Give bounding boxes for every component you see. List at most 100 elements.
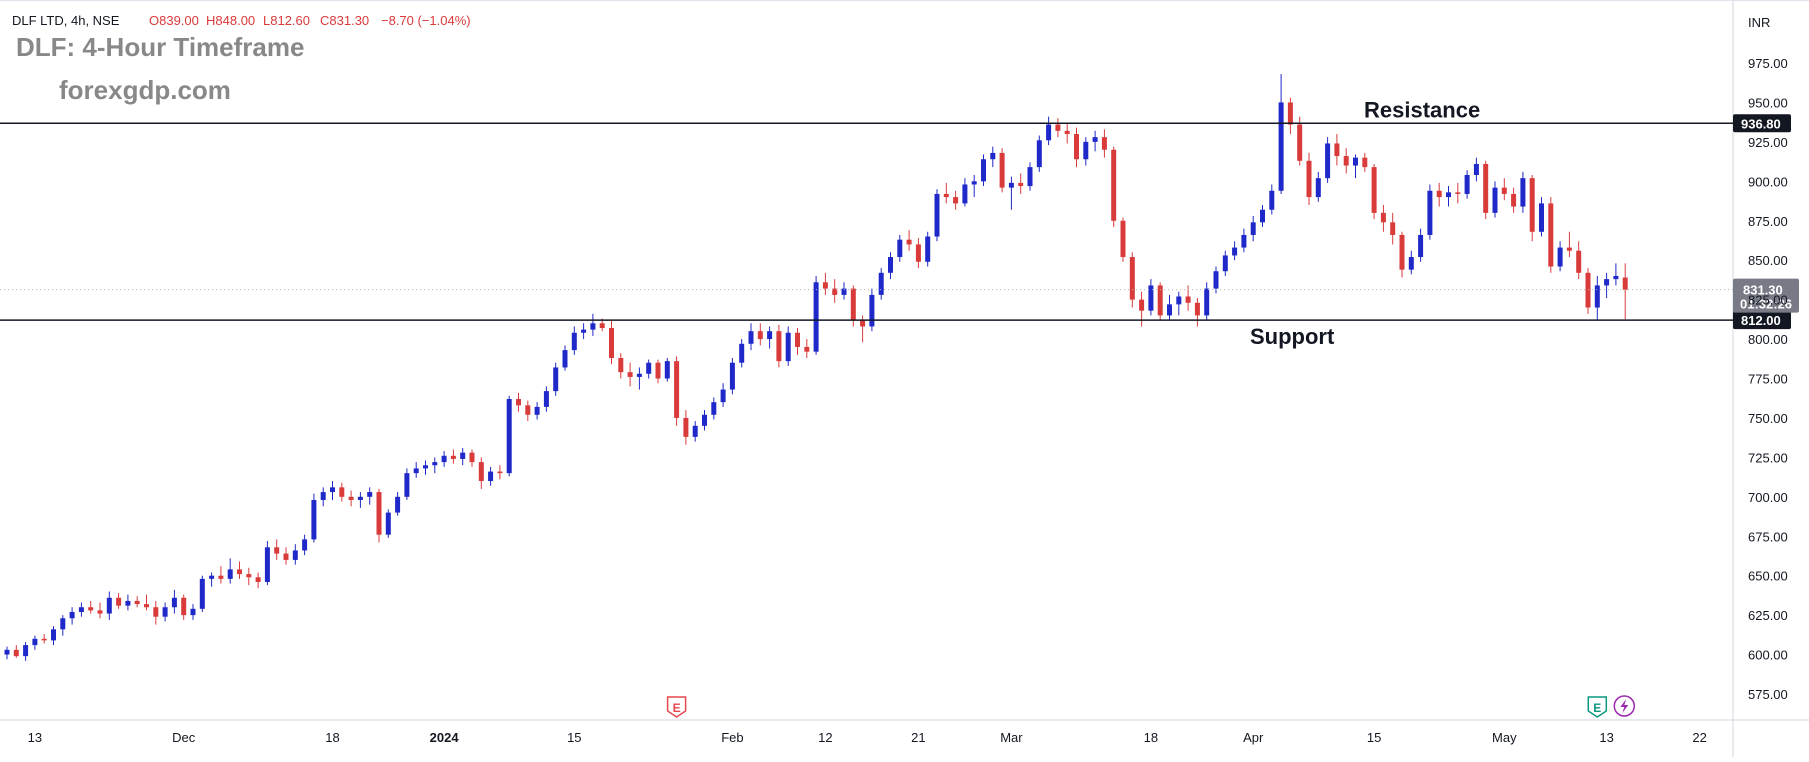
- earnings-icon[interactable]: E: [1587, 696, 1608, 718]
- candle[interactable]: [757, 323, 763, 346]
- candle[interactable]: [302, 534, 308, 556]
- candle[interactable]: [711, 397, 717, 420]
- candle[interactable]: [348, 490, 354, 507]
- candle[interactable]: [460, 447, 466, 466]
- candle[interactable]: [534, 402, 540, 420]
- candle[interactable]: [822, 272, 828, 295]
- candle[interactable]: [1129, 252, 1135, 308]
- candle[interactable]: [897, 234, 903, 262]
- candle[interactable]: [1371, 163, 1377, 220]
- candle[interactable]: [1167, 294, 1172, 321]
- candle[interactable]: [1269, 184, 1275, 215]
- candle[interactable]: [385, 509, 391, 538]
- candle[interactable]: [32, 635, 38, 650]
- candle[interactable]: [981, 154, 986, 187]
- candle[interactable]: [1520, 171, 1526, 213]
- candle[interactable]: [1362, 152, 1368, 172]
- candle[interactable]: [1278, 74, 1284, 194]
- candle[interactable]: [1390, 212, 1396, 245]
- candle[interactable]: [478, 457, 484, 489]
- candle[interactable]: [190, 604, 196, 620]
- candle[interactable]: [171, 589, 177, 614]
- candle[interactable]: [655, 359, 661, 384]
- candle[interactable]: [869, 288, 875, 332]
- candle[interactable]: [283, 547, 289, 565]
- candle[interactable]: [1455, 182, 1461, 204]
- candle[interactable]: [339, 482, 345, 502]
- candle[interactable]: [376, 488, 382, 543]
- candle[interactable]: [1399, 231, 1405, 278]
- candle[interactable]: [906, 230, 912, 251]
- candle[interactable]: [218, 566, 224, 584]
- candle[interactable]: [1436, 182, 1442, 207]
- candle[interactable]: [590, 313, 596, 336]
- candle[interactable]: [1241, 228, 1247, 253]
- candle[interactable]: [1036, 135, 1042, 172]
- candle[interactable]: [571, 326, 577, 355]
- candle[interactable]: [1018, 173, 1024, 194]
- candle[interactable]: [134, 596, 140, 608]
- candle[interactable]: [1408, 250, 1414, 275]
- candle[interactable]: [357, 492, 363, 508]
- candle[interactable]: [264, 540, 270, 586]
- candle[interactable]: [1222, 250, 1228, 276]
- candle[interactable]: [450, 449, 456, 464]
- candle[interactable]: [125, 594, 131, 611]
- candle[interactable]: [1213, 266, 1219, 294]
- candle[interactable]: [144, 594, 149, 611]
- candle[interactable]: [1176, 291, 1182, 316]
- candle[interactable]: [1557, 241, 1563, 272]
- candle[interactable]: [1427, 184, 1433, 240]
- candle[interactable]: [162, 602, 168, 622]
- candle[interactable]: [1343, 148, 1349, 174]
- candle[interactable]: [1473, 157, 1479, 182]
- candle[interactable]: [1539, 197, 1544, 237]
- currency-label[interactable]: INR: [1748, 15, 1770, 30]
- candle[interactable]: [813, 275, 819, 355]
- candle[interactable]: [78, 602, 84, 617]
- candle[interactable]: [1297, 116, 1303, 166]
- candle[interactable]: [1111, 146, 1117, 228]
- candle[interactable]: [664, 357, 670, 382]
- candle[interactable]: [636, 367, 642, 390]
- candle[interactable]: [962, 178, 968, 207]
- candle[interactable]: [413, 462, 419, 478]
- candle[interactable]: [925, 231, 931, 267]
- candle[interactable]: [609, 320, 614, 365]
- candle[interactable]: [1353, 154, 1358, 179]
- candle[interactable]: [627, 362, 633, 387]
- candle[interactable]: [1250, 216, 1256, 242]
- candle[interactable]: [1622, 263, 1628, 320]
- candle[interactable]: [888, 252, 893, 280]
- candle[interactable]: [1492, 181, 1498, 218]
- candle[interactable]: [702, 410, 707, 431]
- candle[interactable]: [1483, 160, 1489, 220]
- candle[interactable]: [116, 593, 122, 609]
- candle[interactable]: [97, 602, 103, 619]
- candle[interactable]: [748, 323, 754, 351]
- candle[interactable]: [720, 383, 726, 407]
- candle[interactable]: [1585, 268, 1591, 314]
- candle[interactable]: [1334, 133, 1340, 166]
- candle[interactable]: [943, 182, 949, 204]
- time-axis[interactable]: 13 Dec 18 2024 15 Feb 12 21 Mar 18 Apr 15 May 13 22: [28, 730, 1707, 745]
- candle[interactable]: [237, 561, 242, 579]
- candle[interactable]: [1325, 137, 1331, 183]
- candle[interactable]: [227, 558, 233, 584]
- candle[interactable]: [469, 449, 475, 467]
- candle[interactable]: [1064, 122, 1070, 144]
- lightning-icon[interactable]: [1613, 695, 1636, 717]
- candle[interactable]: [311, 493, 317, 543]
- candle[interactable]: [1566, 231, 1572, 258]
- candle[interactable]: [367, 487, 373, 505]
- candle[interactable]: [1594, 275, 1600, 321]
- candle[interactable]: [274, 539, 280, 560]
- candle[interactable]: [1194, 298, 1200, 327]
- candle[interactable]: [1511, 187, 1517, 213]
- candle[interactable]: [832, 279, 838, 303]
- candle[interactable]: [878, 268, 884, 300]
- candle[interactable]: [60, 615, 66, 636]
- candle[interactable]: [990, 146, 996, 168]
- candle[interactable]: [69, 607, 75, 625]
- candle[interactable]: [404, 468, 410, 500]
